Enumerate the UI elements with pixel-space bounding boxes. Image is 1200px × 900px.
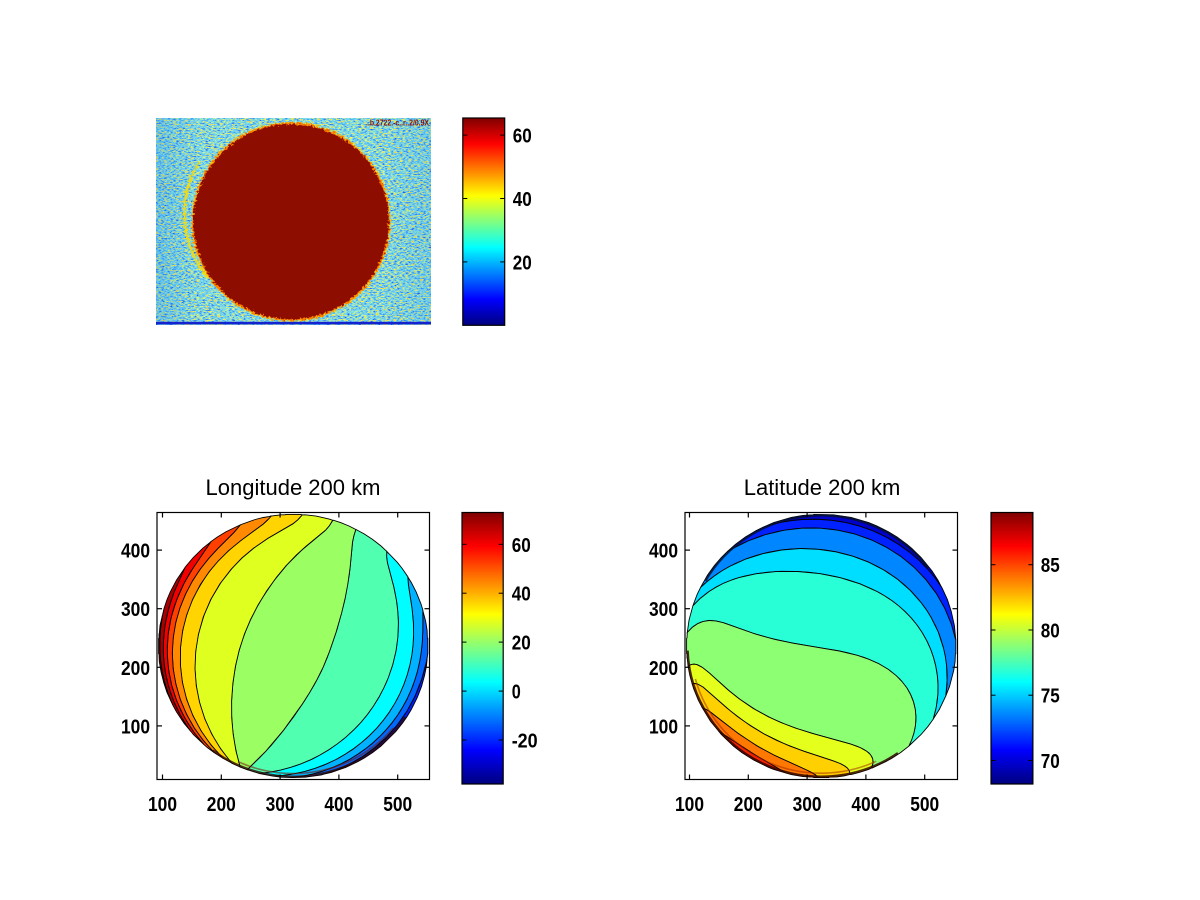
- svg-text:500: 500: [910, 794, 939, 816]
- svg-text:300: 300: [649, 599, 678, 621]
- svg-text:70: 70: [1041, 751, 1060, 773]
- svg-text:-20: -20: [512, 731, 538, 753]
- svg-text:85: 85: [1041, 555, 1060, 577]
- svg-text:200: 200: [207, 794, 236, 816]
- svg-text:100: 100: [675, 794, 704, 816]
- svg-text:400: 400: [121, 541, 150, 563]
- svg-text:80: 80: [1041, 621, 1060, 643]
- svg-text:100: 100: [121, 716, 150, 738]
- svg-text:400: 400: [851, 794, 880, 816]
- svg-text:60: 60: [512, 535, 531, 557]
- svg-text:20: 20: [513, 252, 532, 274]
- svg-text:40: 40: [512, 584, 531, 606]
- svg-text:Longitude 200 km: Longitude 200 km: [206, 475, 381, 500]
- svg-text:100: 100: [148, 794, 177, 816]
- svg-text:300: 300: [793, 794, 822, 816]
- svg-text:200: 200: [734, 794, 763, 816]
- svg-text:..b.2722.-c..r..2/0.9X: ..b.2722.-c..r..2/0.9X: [366, 119, 430, 128]
- svg-text:0: 0: [512, 682, 521, 704]
- svg-text:Latitude 200 km: Latitude 200 km: [744, 475, 901, 500]
- svg-text:100: 100: [649, 716, 678, 738]
- svg-text:300: 300: [121, 599, 150, 621]
- svg-text:300: 300: [266, 794, 295, 816]
- svg-text:75: 75: [1041, 686, 1060, 708]
- svg-text:200: 200: [649, 658, 678, 680]
- svg-text:400: 400: [649, 541, 678, 563]
- svg-text:200: 200: [121, 658, 150, 680]
- svg-text:400: 400: [324, 794, 353, 816]
- svg-text:500: 500: [383, 794, 412, 816]
- svg-text:60: 60: [513, 126, 532, 148]
- svg-text:40: 40: [513, 189, 532, 211]
- svg-text:20: 20: [512, 633, 531, 655]
